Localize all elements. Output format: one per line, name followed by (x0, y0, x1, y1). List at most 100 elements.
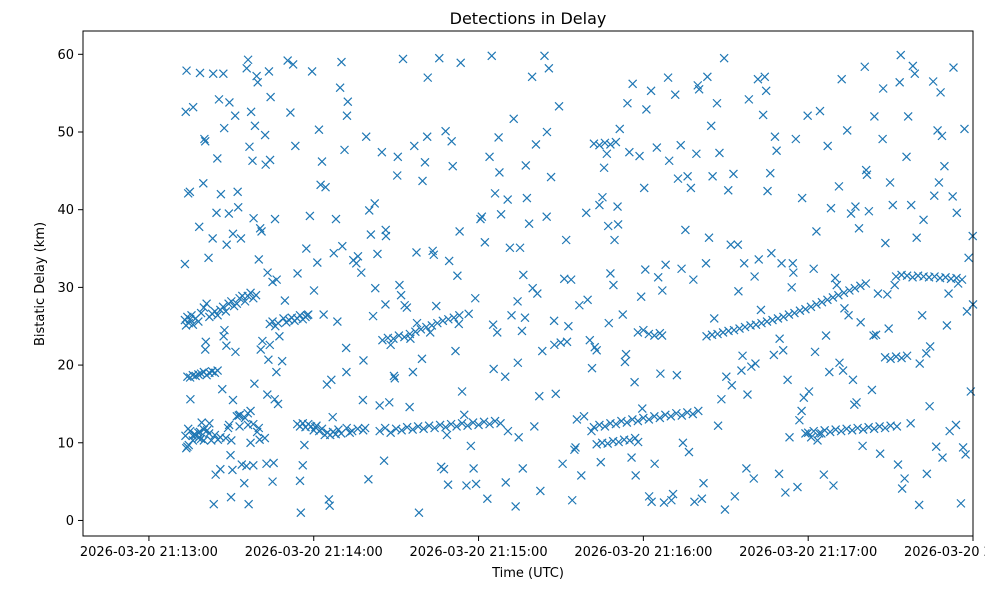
data-point (803, 111, 813, 121)
data-point (816, 429, 826, 438)
data-point (325, 501, 335, 511)
data-point (230, 111, 240, 121)
data-point (377, 335, 387, 345)
data-point (587, 363, 597, 373)
data-point (542, 127, 552, 137)
data-point (332, 317, 342, 326)
data-point (640, 265, 650, 274)
data-point (799, 393, 809, 403)
data-point (627, 415, 637, 424)
data-point (795, 306, 805, 316)
data-point (314, 125, 324, 135)
data-point (589, 139, 599, 149)
data-point (421, 322, 431, 332)
data-point (295, 476, 305, 486)
data-point (544, 63, 554, 73)
data-point (638, 413, 648, 423)
data-point (838, 366, 848, 375)
data-point (200, 136, 210, 146)
data-point (531, 140, 541, 149)
data-point (447, 136, 457, 146)
data-point (832, 280, 842, 290)
data-point (228, 229, 238, 239)
data-point (704, 233, 714, 243)
data-point (464, 309, 474, 319)
data-point (514, 432, 524, 442)
data-point (925, 401, 935, 411)
data-point (487, 51, 497, 61)
data-point (677, 411, 687, 421)
data-point (395, 280, 404, 290)
data-point (361, 132, 371, 142)
data-point (295, 310, 305, 320)
data-point (785, 432, 794, 442)
data-point (451, 346, 460, 356)
data-point (181, 443, 191, 453)
y-tick-label: 60 (57, 48, 74, 63)
data-point (844, 310, 853, 320)
data-point (272, 275, 282, 285)
data-point (260, 433, 270, 443)
data-point (463, 421, 472, 431)
data-point (377, 147, 387, 157)
data-point (183, 424, 193, 434)
data-point (562, 337, 572, 347)
data-point (236, 234, 246, 243)
data-point (213, 366, 223, 375)
data-point (644, 491, 654, 501)
data-point (622, 418, 632, 427)
data-point (476, 214, 485, 224)
data-point (952, 273, 961, 283)
data-point (709, 314, 719, 323)
data-point (779, 312, 788, 322)
data-point (317, 424, 327, 434)
data-point (242, 63, 252, 73)
data-point (701, 258, 711, 268)
data-point (496, 418, 505, 428)
data-point (611, 137, 621, 147)
data-point (631, 470, 641, 480)
data-point (342, 111, 352, 121)
data-point (579, 411, 589, 421)
data-point (456, 58, 466, 68)
data-point (488, 320, 498, 330)
data-point (219, 123, 229, 133)
data-point (810, 347, 820, 357)
data-point (761, 86, 771, 96)
data-point (221, 341, 231, 351)
data-point (614, 437, 624, 447)
data-point (198, 178, 208, 188)
data-point (480, 237, 490, 247)
data-point (587, 426, 596, 436)
data-point (268, 477, 277, 487)
chart-title: Detections in Delay (450, 9, 607, 28)
data-point (249, 379, 259, 389)
data-point (358, 395, 368, 405)
y-axis-ticks: 0 10 20 30 40 50 60 (57, 48, 83, 529)
data-point (414, 508, 424, 518)
data-point (435, 420, 445, 430)
data-point (279, 314, 288, 323)
data-point (532, 289, 542, 299)
data-point (743, 390, 752, 400)
data-point (836, 426, 846, 436)
data-point (418, 176, 427, 186)
data-point (329, 248, 339, 258)
data-point (878, 134, 888, 144)
data-point (891, 272, 901, 281)
data-point (719, 53, 729, 63)
data-point (490, 416, 500, 426)
data-point (900, 474, 910, 483)
data-point (264, 66, 274, 76)
x-tick-label: 2026-03-20 21:17:00 (739, 545, 877, 560)
data-point (716, 394, 726, 404)
data-point (944, 289, 953, 299)
y-tick-label: 20 (57, 359, 74, 374)
data-point (750, 272, 760, 281)
data-point (780, 488, 790, 497)
data-point (328, 412, 338, 422)
data-point (232, 299, 242, 309)
data-point (914, 500, 924, 510)
data-point (503, 426, 513, 436)
data-point (727, 380, 737, 390)
